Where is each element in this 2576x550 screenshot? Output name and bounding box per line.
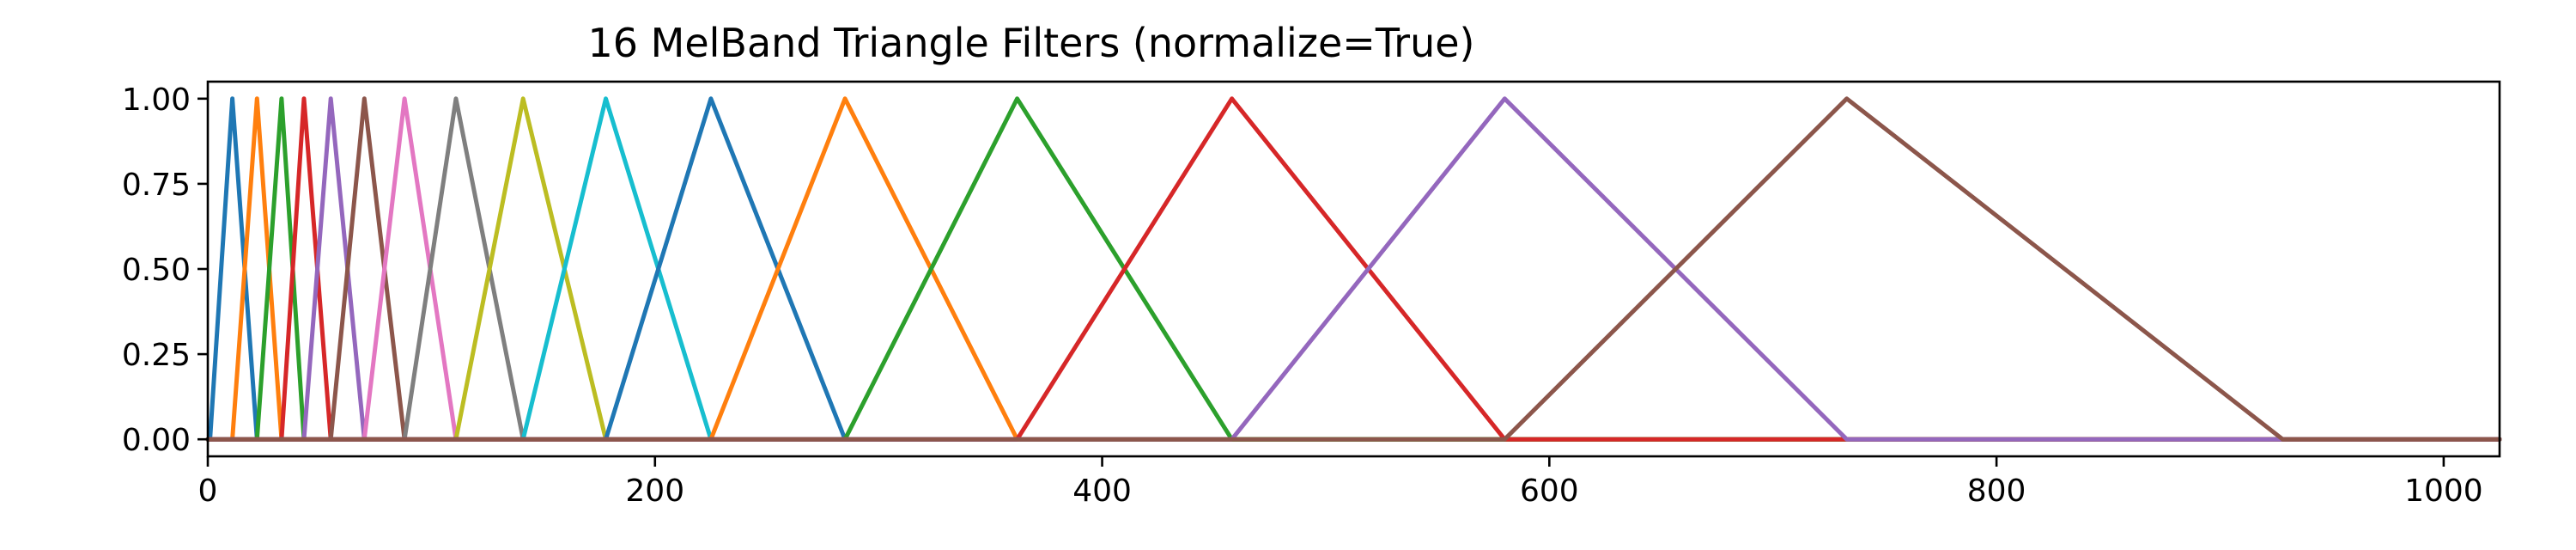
filter-line-10 <box>205 96 2502 442</box>
filter-line-7 <box>205 96 2502 442</box>
filter-line-1 <box>205 96 2502 442</box>
filter-line-15 <box>205 96 2502 442</box>
y-tick-label: 0.50 <box>122 253 191 288</box>
chart-title: 16 MelBand Triangle Filters (normalize=T… <box>588 20 1475 66</box>
x-tick-label: 400 <box>1072 474 1132 509</box>
y-tick-label: 1.00 <box>122 82 191 118</box>
plot-frame <box>206 80 2501 458</box>
x-tick-label: 600 <box>1520 474 1579 509</box>
x-tick-label: 800 <box>1967 474 2026 509</box>
filter-line-16 <box>205 96 2502 442</box>
filter-line-5 <box>205 96 2502 442</box>
y-axis-ticks: 0.00 0.25 0.50 0.75 1.00 <box>122 82 208 458</box>
y-tick-label: 0.00 <box>122 423 191 458</box>
x-tick-label: 200 <box>625 474 684 509</box>
filter-line-11 <box>205 96 2502 442</box>
filter-line-9 <box>205 96 2502 442</box>
filter-line-14 <box>205 96 2502 442</box>
filter-line-2 <box>205 96 2502 442</box>
filter-line-4 <box>205 96 2502 442</box>
x-tick-label: 0 <box>198 474 218 509</box>
filter-line-13 <box>205 96 2502 442</box>
y-tick-label: 0.25 <box>122 338 191 373</box>
filter-line-8 <box>205 96 2502 442</box>
filter-line-3 <box>205 96 2502 442</box>
filter-line-12 <box>205 96 2502 442</box>
x-axis-ticks: 0 200 400 600 800 1000 <box>198 456 2483 509</box>
x-tick-label: 1000 <box>2404 474 2483 509</box>
series-group <box>205 96 2502 442</box>
y-tick-label: 0.75 <box>122 168 191 203</box>
filter-line-6 <box>205 96 2502 442</box>
